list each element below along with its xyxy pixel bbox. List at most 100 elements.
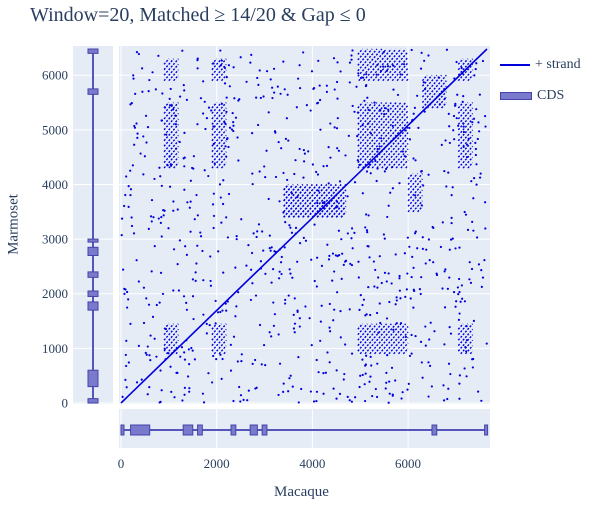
repeat-segment (457, 113, 474, 131)
match-dot (387, 401, 390, 404)
repeat-segment (211, 151, 227, 169)
match-dot (283, 246, 286, 249)
match-dot (282, 390, 285, 394)
match-dot (376, 362, 379, 365)
match-dot (265, 70, 269, 73)
match-dot (452, 290, 456, 294)
repeat-segment (163, 323, 179, 341)
match-dot (429, 321, 432, 324)
cds-x-block (130, 424, 151, 436)
match-dot (221, 202, 225, 206)
match-dot (159, 271, 163, 274)
y-tick-label: 4000 (42, 177, 68, 192)
match-dot (448, 125, 451, 128)
match-dot (137, 280, 140, 283)
match-dot (404, 335, 407, 339)
legend-item-strand[interactable]: + strand (500, 57, 581, 73)
match-dot (258, 323, 262, 327)
match-dot (208, 324, 211, 327)
match-dot (337, 229, 340, 232)
match-dot (472, 117, 476, 120)
match-dot (129, 188, 133, 191)
match-dot (407, 382, 410, 385)
repeat-segment (372, 48, 402, 82)
match-dot (457, 293, 460, 296)
match-dot (455, 300, 458, 303)
match-dot (450, 193, 453, 197)
match-dot (120, 234, 123, 237)
match-dot (367, 214, 370, 217)
match-dot (388, 392, 391, 395)
match-dot (467, 137, 470, 140)
repeat-segment (211, 58, 227, 76)
match-dot (424, 262, 427, 265)
match-dot (145, 141, 148, 144)
repeat-segment (457, 123, 474, 142)
match-dot (457, 277, 461, 281)
match-dot (359, 293, 362, 297)
match-dot (348, 308, 351, 311)
match-dot (183, 351, 186, 354)
repeat-segment (211, 58, 218, 65)
match-dot (283, 88, 286, 91)
match-dot (357, 260, 360, 263)
match-dot (185, 308, 189, 311)
match-dot (336, 117, 339, 120)
match-dot (245, 80, 248, 83)
match-dot (328, 361, 331, 364)
match-dot (147, 90, 150, 93)
match-dot (448, 326, 451, 329)
match-dot (124, 353, 127, 357)
match-dot (416, 94, 419, 97)
match-dot (270, 281, 273, 284)
match-dot (474, 147, 477, 151)
match-dot (380, 281, 383, 285)
match-dot (225, 138, 229, 141)
match-dot (309, 390, 312, 393)
match-dot (375, 179, 378, 183)
match-dot (276, 85, 279, 88)
match-dot (172, 289, 175, 292)
match-dot (262, 95, 265, 98)
repeat-segment (457, 102, 464, 109)
match-dot (395, 322, 398, 325)
legend-item-cds[interactable]: CDS (500, 88, 564, 104)
match-dot (385, 371, 388, 374)
match-dot (129, 322, 132, 325)
match-dot (123, 292, 126, 296)
match-dot (278, 270, 281, 273)
cds-track-y (87, 48, 99, 404)
match-dot (351, 247, 354, 250)
match-dot (264, 272, 267, 275)
repeat-segment (364, 323, 392, 355)
repeat-segment (357, 102, 388, 136)
match-dot (231, 111, 234, 115)
x-tick-label: 2000 (204, 456, 230, 471)
match-dot (285, 117, 288, 120)
match-dot (127, 298, 130, 301)
match-dot (234, 266, 237, 269)
match-dot (203, 100, 206, 103)
repeat-segment (168, 156, 179, 169)
repeat-segment (421, 74, 433, 87)
repeat-segment (216, 156, 227, 169)
match-dot (227, 192, 231, 196)
match-dot (453, 138, 456, 141)
match-dot (365, 229, 369, 232)
match-dot (271, 96, 274, 100)
match-dot (249, 61, 252, 64)
match-dot (412, 112, 415, 115)
match-dot (188, 387, 191, 390)
match-dot (284, 137, 288, 140)
match-dot (237, 159, 240, 162)
match-dot (310, 258, 313, 261)
match-dot (182, 295, 186, 298)
repeat-segment (376, 132, 409, 169)
match-dot (147, 227, 150, 230)
match-dot (410, 275, 413, 279)
match-dot (443, 169, 446, 173)
match-dot (160, 184, 163, 187)
match-dot (423, 110, 426, 113)
match-dot (336, 291, 339, 294)
repeat-segment (457, 58, 474, 76)
